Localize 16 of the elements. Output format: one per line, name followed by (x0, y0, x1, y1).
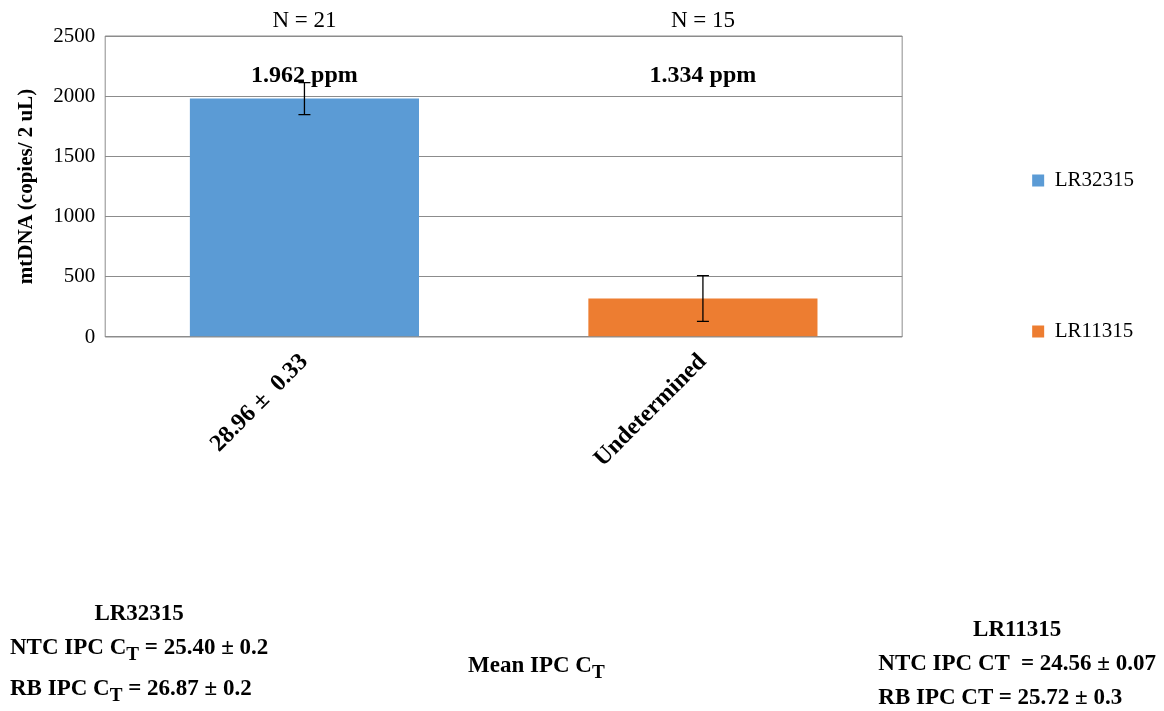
text: LR11315 NTC IPC CT = 24.56 ± 0.07 RB IPC CT = 25.72 ± 0.3 (878, 615, 1156, 711)
annotation: 1.962 ppm (251, 61, 358, 88)
y-tick-label: 1500 (53, 142, 96, 167)
legend-label: LR32315 (1054, 167, 1135, 192)
text: N = 15 (670, 6, 735, 32)
y-tick-label: 0 (84, 323, 96, 348)
y-tick-label: 2500 (53, 22, 96, 47)
y-axis-title: mtDNA (copies/ 2 uL) (13, 88, 38, 285)
text: N = 21 (272, 6, 337, 32)
y-tick-label: 1000 (53, 203, 96, 228)
text: Mean IPC C$_{T}$ (468, 651, 605, 684)
y-tick-label: 500 (63, 263, 96, 288)
y-tick-label: 2000 (53, 82, 96, 107)
text: LR32315 NTC IPC C$_{T}$ = 25.40 ± 0.2 RB IPC C$_{T}$ = 26.87 ± 0.2 (10, 600, 269, 705)
legend-label: LR11315 (1054, 318, 1134, 343)
annotation: 1.334 ppm (649, 61, 757, 88)
